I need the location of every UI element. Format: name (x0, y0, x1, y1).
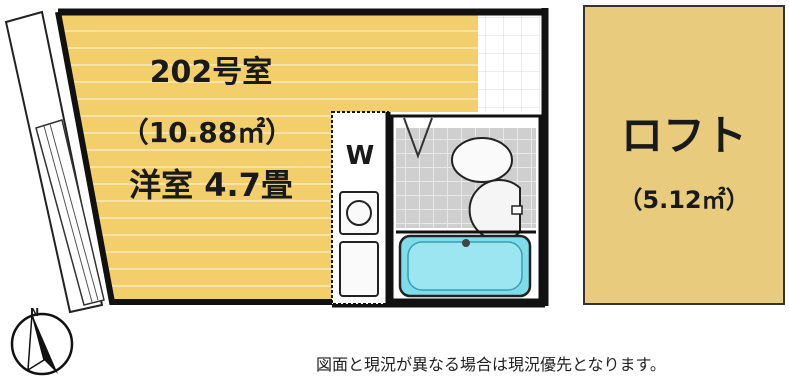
loft-area-label: （5.12㎡） (618, 186, 749, 214)
closet-label: W (346, 141, 375, 171)
bathroom (390, 114, 542, 302)
room-number: 202号室 (150, 55, 273, 90)
room-type-size: 洋室 4.7畳 (129, 166, 293, 204)
closet-w (331, 111, 391, 305)
room-area: （10.88㎡） (121, 116, 294, 149)
toilet-icon (451, 137, 513, 183)
compass-icon (10, 312, 74, 376)
balcony (4, 10, 105, 314)
compass-north-label: N (30, 306, 39, 319)
disclaimer-note: 図面と現況が異なる場合は現況優先となります。 (316, 355, 666, 374)
loft-title: ロフト (621, 111, 747, 160)
loft-area (583, 5, 785, 305)
washer-icon (339, 191, 379, 235)
fridge-icon (339, 241, 379, 297)
door-swing-icon (403, 117, 433, 159)
kitchen-tile-area (478, 12, 540, 112)
western-room (55, 8, 478, 305)
